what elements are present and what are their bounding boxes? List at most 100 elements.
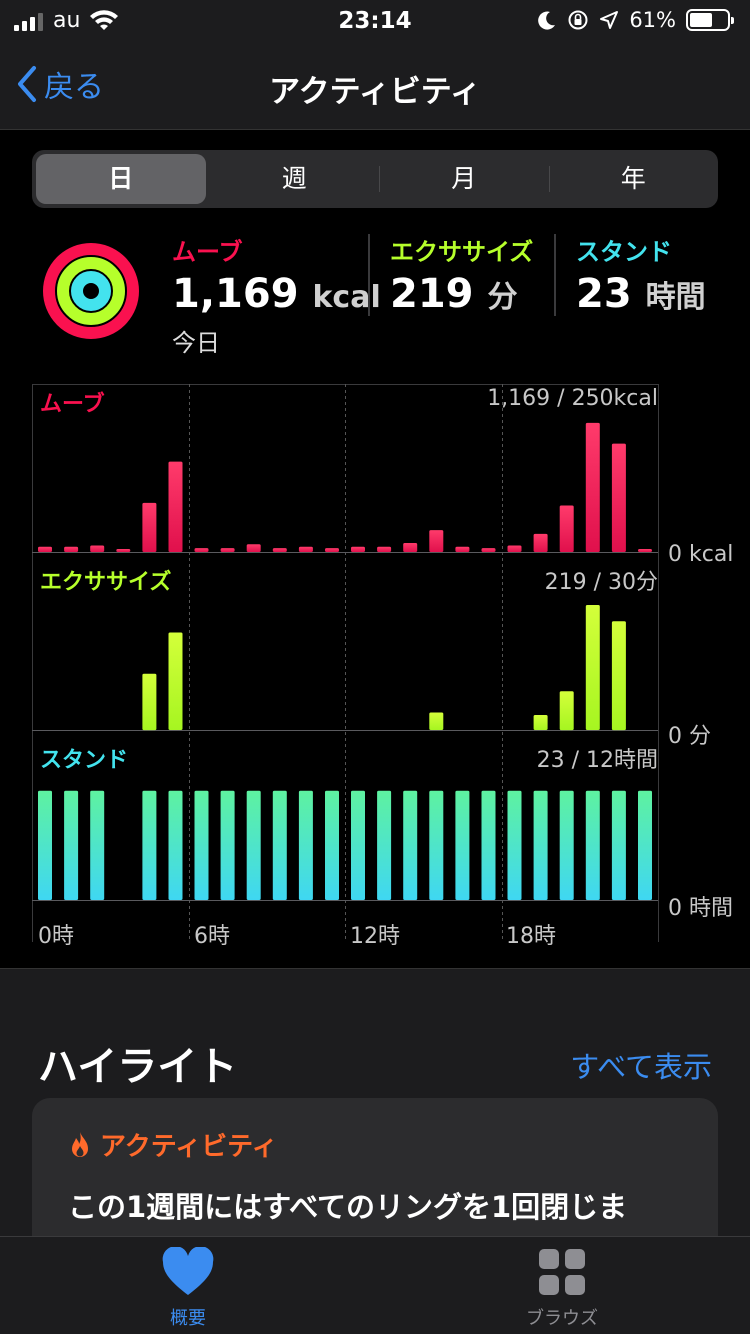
exercise-bar [142, 673, 157, 731]
tab-summary-label: 概要 [170, 1308, 206, 1329]
segment-month-label: 月 [451, 164, 477, 193]
move-bar [611, 443, 626, 552]
cellular-signal-icon [14, 11, 43, 31]
exercise-chart-ratio: 219 / 30分 [544, 570, 658, 595]
tab-bar: 概要 ブラウズ [0, 1236, 750, 1334]
stand-bar [377, 790, 392, 900]
stand-bar [168, 790, 183, 900]
stand-bar [403, 790, 418, 900]
stand-bar [246, 790, 261, 900]
move-bar [90, 545, 105, 552]
stand-bar [90, 790, 105, 900]
move-bar [429, 530, 444, 552]
move-bar [272, 548, 287, 552]
see-all-link[interactable]: すべて表示 [570, 1050, 712, 1084]
stand-bar [533, 790, 548, 900]
move-bar [377, 546, 392, 552]
move-bar [351, 546, 365, 552]
stand-value-unit: 時間 [645, 280, 706, 315]
summary-divider [554, 234, 556, 316]
segment-year[interactable]: 年 [548, 150, 719, 208]
stand-bar [638, 790, 652, 900]
status-time: 23:14 [338, 8, 412, 34]
activity-rings-icon [43, 243, 139, 339]
x-tick-label: 18時 [506, 924, 556, 949]
move-bar [559, 505, 574, 552]
stand-value: 23 時間 [576, 271, 706, 317]
move-bar [194, 548, 209, 552]
exercise-bar [533, 715, 548, 730]
battery-percent: 61% [629, 8, 676, 32]
back-button[interactable]: 戻る [14, 62, 104, 106]
stand-bar [64, 790, 79, 900]
moon-icon [538, 11, 556, 30]
highlights-title: ハイライト [38, 1044, 238, 1090]
status-bar: au 23:14 61% [0, 0, 750, 44]
move-bar [38, 546, 52, 552]
stand-bar [194, 790, 209, 900]
move-bar [455, 546, 470, 552]
summary-divider [368, 234, 370, 316]
x-tick-label: 12時 [350, 924, 400, 949]
move-bar [325, 548, 339, 552]
move-bar [116, 549, 131, 552]
move-bar [142, 502, 157, 552]
tab-summary[interactable]: 概要 [108, 1246, 268, 1330]
stand-bar [325, 790, 339, 900]
stand-bar [351, 790, 365, 900]
move-label: ムーブ [172, 238, 243, 266]
move-bar [585, 422, 600, 552]
page-title: アクティビティ [269, 74, 481, 110]
stand-bar [585, 790, 600, 900]
rotation-lock-icon [568, 10, 588, 30]
stand-bar [507, 790, 522, 900]
stand-summary: スタンド 23 時間 [576, 232, 706, 317]
grid-icon [539, 1249, 585, 1295]
wifi-icon [90, 9, 119, 30]
stand-label: スタンド [576, 238, 672, 266]
move-bar [168, 461, 183, 552]
exercise-bar [168, 632, 183, 730]
move-value-number: 1,169 [172, 271, 299, 317]
stand-axis-label: 0 時間 [668, 896, 733, 921]
segment-year-label: 年 [620, 164, 646, 193]
stand-bar [455, 790, 470, 900]
segment-separator [548, 166, 550, 192]
x-tick-label: 6時 [194, 924, 230, 949]
move-chart-label: ムーブ [40, 392, 105, 417]
segment-separator [379, 166, 380, 192]
stand-bar [611, 790, 626, 900]
move-value: 1,169 kcal [172, 271, 381, 317]
exercise-summary: エクササイズ 219 分 [390, 232, 533, 317]
move-bar [507, 545, 522, 552]
move-chart-ratio: 1,169 / 250kcal [487, 386, 658, 411]
segment-month[interactable]: 月 [379, 150, 549, 208]
exercise-bar [611, 621, 626, 731]
segment-week[interactable]: 週 [281, 164, 307, 193]
exercise-bar [559, 691, 574, 731]
highlight-card-text: この1週間にはすべてのリングを1回閉じま [68, 1190, 628, 1224]
back-label: 戻る [44, 70, 104, 105]
move-bar [481, 548, 496, 552]
period-segmented-control: 日 週 月 年 [32, 150, 718, 208]
stand-bar [298, 790, 313, 900]
move-summary: ムーブ 1,169 kcal 今日 [172, 232, 381, 358]
exercise-value-unit: 分 [487, 280, 518, 315]
exercise-chart-label: エクササイズ [40, 570, 172, 595]
exercise-bar [585, 605, 600, 730]
move-bar [220, 548, 235, 552]
move-bar [246, 544, 261, 552]
stand-chart-label: スタンド [40, 748, 129, 773]
chevron-left-icon [18, 66, 36, 102]
move-bar [403, 543, 418, 552]
segment-day[interactable]: 日 [36, 154, 206, 204]
move-bar [298, 546, 313, 552]
exercise-bar [429, 712, 444, 730]
highlight-card-title-label: アクティビティ [100, 1132, 278, 1162]
stand-bar [142, 790, 157, 900]
tab-browse[interactable]: ブラウズ [482, 1247, 642, 1330]
flame-icon [72, 1131, 88, 1157]
exercise-value: 219 分 [390, 271, 533, 317]
x-tick-label: 0時 [38, 924, 74, 949]
stand-bar [272, 790, 287, 900]
